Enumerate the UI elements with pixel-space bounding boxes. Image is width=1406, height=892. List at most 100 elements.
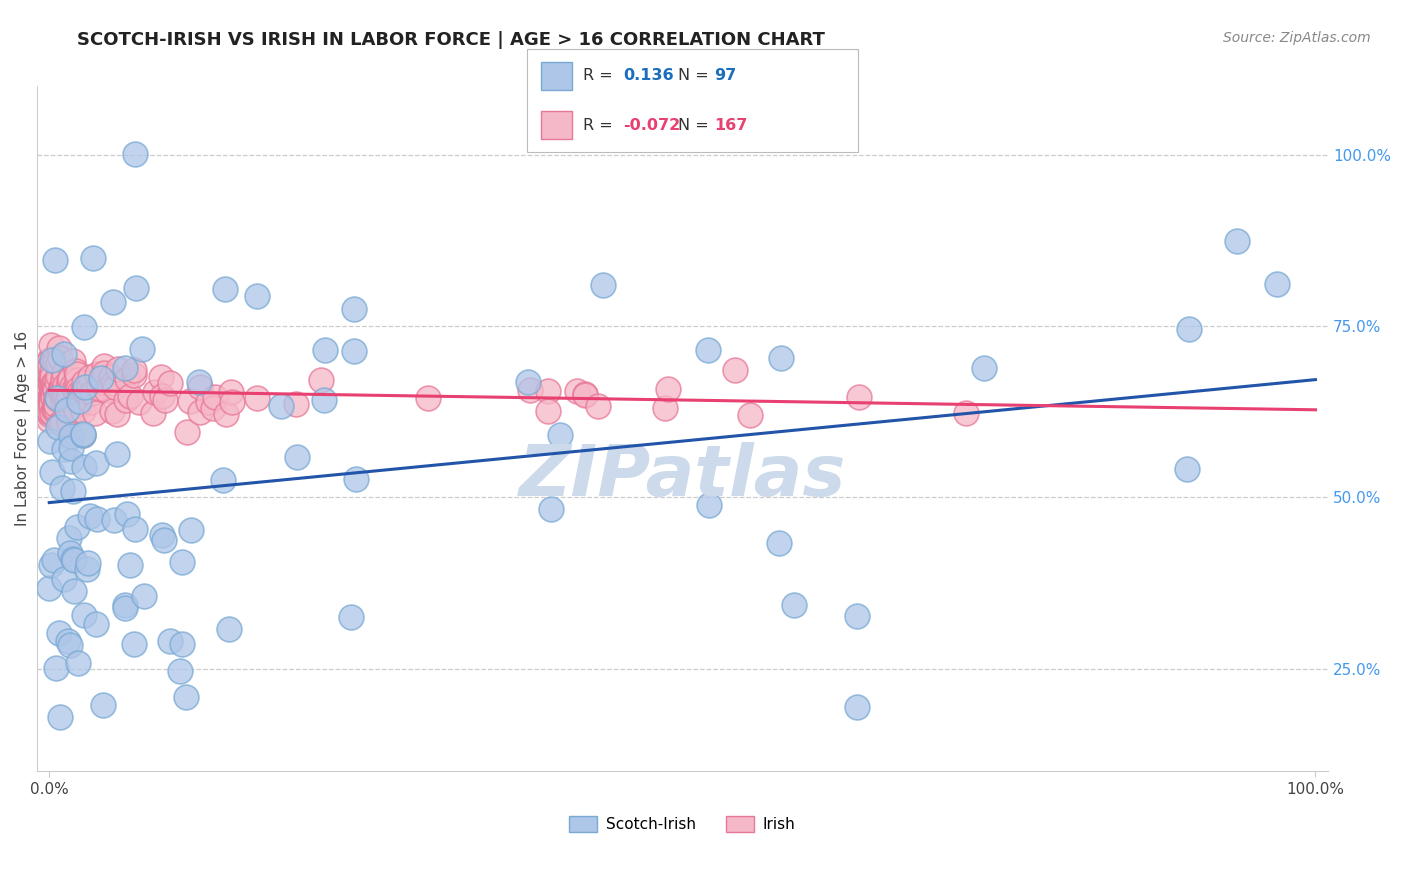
- Point: [49, 416, 72, 430]
- Point: [846, 700, 869, 714]
- Point: [39, 390, 62, 404]
- Point: [309, 373, 332, 387]
- Point: [215, 407, 238, 421]
- Point: [1178, 322, 1201, 336]
- Point: [39, 392, 62, 407]
- Point: [44, 383, 66, 397]
- Point: [270, 399, 292, 413]
- Point: [221, 395, 243, 409]
- Point: [46, 375, 69, 389]
- Point: [38, 391, 60, 405]
- Point: [84, 406, 107, 420]
- Point: [77, 557, 100, 571]
- Point: [179, 393, 201, 408]
- Point: [48, 625, 70, 640]
- Point: [537, 384, 560, 399]
- Point: [46, 390, 69, 404]
- Point: [48, 351, 70, 365]
- Text: Source: ZipAtlas.com: Source: ZipAtlas.com: [1223, 31, 1371, 45]
- Point: [42, 384, 65, 399]
- Point: [312, 392, 335, 407]
- Point: [1175, 462, 1198, 476]
- Point: [42, 401, 65, 416]
- Point: [38, 376, 60, 391]
- Point: [340, 609, 363, 624]
- Point: [169, 664, 191, 678]
- Point: [73, 376, 96, 390]
- Point: [955, 406, 977, 420]
- Point: [246, 289, 269, 303]
- Point: [38, 405, 60, 419]
- Point: [80, 395, 103, 409]
- Point: [72, 383, 94, 397]
- Point: [53, 388, 76, 402]
- Point: [58, 373, 80, 387]
- Point: [76, 562, 98, 576]
- Point: [44, 402, 66, 417]
- Text: 97: 97: [714, 69, 737, 83]
- Point: [101, 403, 124, 417]
- Point: [131, 342, 153, 356]
- Point: [214, 283, 236, 297]
- Point: [67, 386, 90, 401]
- Text: SCOTCH-IRISH VS IRISH IN LABOR FORCE | AGE > 16 CORRELATION CHART: SCOTCH-IRISH VS IRISH IN LABOR FORCE | A…: [77, 31, 825, 49]
- Point: [38, 384, 60, 398]
- Point: [122, 363, 145, 377]
- Point: [41, 398, 63, 412]
- Point: [104, 380, 127, 394]
- Point: [846, 609, 869, 624]
- Text: R =: R =: [583, 118, 619, 133]
- Point: [122, 368, 145, 382]
- Point: [65, 403, 87, 417]
- Point: [246, 391, 269, 405]
- Point: [44, 375, 66, 389]
- Point: [56, 402, 79, 417]
- Point: [218, 622, 240, 636]
- Point: [84, 456, 107, 470]
- Point: [75, 380, 97, 394]
- Point: [42, 377, 65, 392]
- Point: [101, 295, 124, 310]
- Point: [537, 403, 560, 417]
- Text: 167: 167: [714, 118, 748, 133]
- Point: [197, 395, 219, 409]
- Point: [38, 399, 60, 413]
- Point: [38, 384, 60, 398]
- Point: [42, 384, 65, 399]
- Point: [66, 520, 89, 534]
- Point: [540, 501, 562, 516]
- Point: [39, 377, 62, 392]
- Point: [343, 343, 366, 358]
- Point: [72, 404, 94, 418]
- Point: [1226, 234, 1249, 248]
- Point: [103, 513, 125, 527]
- Point: [73, 384, 96, 398]
- Point: [62, 354, 84, 368]
- Point: [188, 405, 211, 419]
- Point: [67, 394, 90, 409]
- Point: [548, 428, 571, 442]
- Point: [79, 508, 101, 523]
- Point: [567, 384, 589, 398]
- Point: [60, 379, 83, 393]
- Point: [39, 394, 62, 409]
- Point: [740, 409, 762, 423]
- Point: [70, 395, 93, 409]
- Point: [117, 508, 139, 522]
- Point: [343, 301, 366, 316]
- Point: [84, 616, 107, 631]
- Point: [59, 372, 82, 386]
- Point: [44, 383, 66, 397]
- Point: [38, 355, 60, 369]
- Point: [38, 582, 60, 596]
- Point: [150, 370, 173, 384]
- Point: [72, 426, 94, 441]
- Point: [80, 386, 103, 401]
- Point: [41, 382, 63, 396]
- Point: [38, 395, 60, 409]
- Point: [58, 415, 80, 429]
- Point: [38, 403, 60, 417]
- Point: [39, 337, 62, 351]
- Point: [174, 690, 197, 704]
- Point: [212, 473, 235, 487]
